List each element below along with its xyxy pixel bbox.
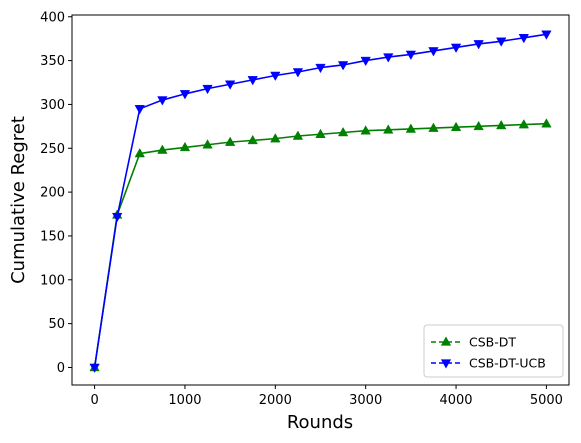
data-point-marker <box>337 126 349 137</box>
series-layer <box>89 30 552 373</box>
x-tick-label: 5000 <box>530 393 563 408</box>
x-axis-label: Rounds <box>287 412 353 433</box>
data-point-marker <box>383 124 394 134</box>
plot-frame <box>71 14 570 386</box>
data-point-marker <box>292 68 304 78</box>
data-point-marker <box>202 84 213 95</box>
y-tick-label: 200 <box>40 186 65 201</box>
y-axis-label: Cumulative Regret <box>8 116 29 284</box>
y-tick-label: 350 <box>40 54 65 69</box>
data-point-marker <box>360 56 371 67</box>
data-point-marker <box>496 37 507 47</box>
y-tick-label: 50 <box>48 317 65 332</box>
data-point-marker <box>337 61 349 71</box>
data-point-marker <box>179 90 191 100</box>
data-point-marker <box>518 119 529 129</box>
data-point-marker <box>541 30 552 40</box>
data-point-marker <box>315 128 326 138</box>
data-point-marker <box>518 34 529 44</box>
data-point-marker <box>473 120 484 131</box>
x-tick-label: 2000 <box>259 393 292 408</box>
data-point-marker <box>405 50 417 60</box>
x-axis-ticks: 0 1000 2000 3000 4000 5000 <box>90 385 563 408</box>
data-point-marker <box>224 136 236 146</box>
data-point-marker <box>247 76 258 86</box>
y-tick-label: 150 <box>40 229 65 244</box>
y-tick-label: 250 <box>40 142 65 157</box>
plot-area <box>72 15 569 385</box>
data-point-marker <box>202 139 213 149</box>
data-point-marker <box>541 118 552 128</box>
data-point-marker <box>247 134 258 145</box>
y-axis-ticks: 0 50 100 150 200 250 300 350 400 <box>40 10 72 376</box>
data-point-marker <box>428 47 439 57</box>
data-point-marker <box>134 148 145 158</box>
y-tick-label: 0 <box>57 361 65 376</box>
x-tick-label: 3000 <box>349 393 382 408</box>
legend-items: CSB-DT CSB-DT-UCB <box>431 335 546 371</box>
data-point-marker <box>270 71 281 82</box>
data-point-marker <box>157 96 168 106</box>
legend-label: CSB-DT <box>469 335 516 350</box>
data-point-marker <box>360 125 371 135</box>
data-point-marker <box>157 144 168 154</box>
data-point-marker <box>405 123 417 133</box>
x-tick-label: 0 <box>90 393 98 408</box>
data-point-marker <box>473 40 484 50</box>
legend-label: CSB-DT-UCB <box>469 356 546 371</box>
x-tick-label: 4000 <box>439 393 472 408</box>
x-tick-label: 1000 <box>168 393 201 408</box>
data-point-marker <box>428 122 439 132</box>
legend-marker <box>440 359 452 369</box>
data-point-marker <box>450 43 462 53</box>
data-point-marker <box>496 119 507 130</box>
data-point-marker <box>224 80 236 90</box>
y-tick-label: 100 <box>40 273 65 288</box>
data-point-marker <box>292 130 304 140</box>
data-point-marker <box>450 121 462 131</box>
y-tick-label: 300 <box>40 98 65 113</box>
y-tick-label: 400 <box>40 10 65 25</box>
legend-marker <box>440 336 452 346</box>
data-point-marker <box>112 212 123 223</box>
data-point-marker <box>179 141 191 152</box>
data-point-marker <box>270 133 281 143</box>
data-point-marker <box>315 63 326 74</box>
data-point-marker <box>383 53 394 63</box>
legend: CSB-DT CSB-DT-UCB <box>423 324 564 378</box>
data-point-marker <box>134 105 145 115</box>
legend-box <box>423 324 564 378</box>
data-point-marker <box>89 363 100 373</box>
